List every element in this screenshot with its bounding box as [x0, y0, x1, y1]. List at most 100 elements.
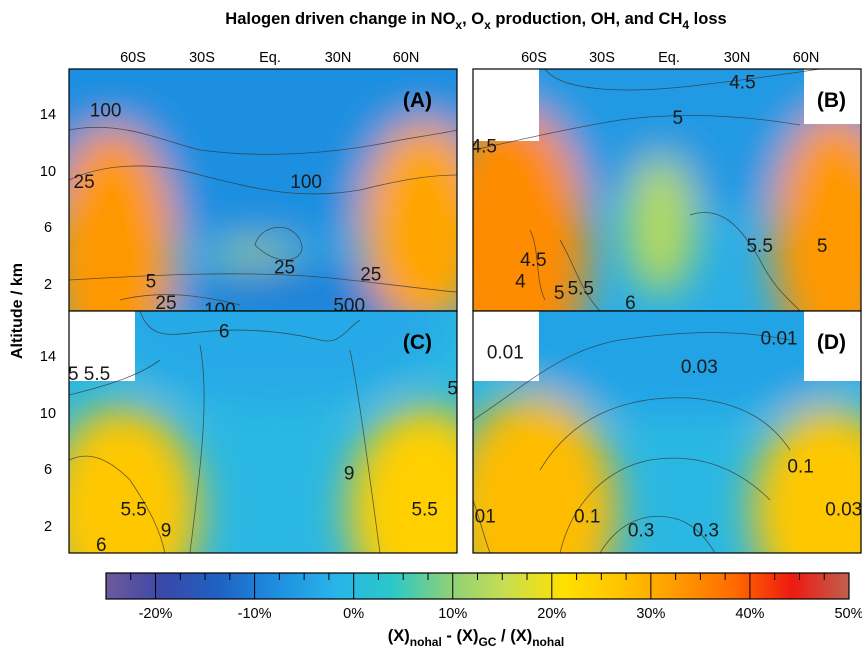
chart-title: Halogen driven change in NOx, Ox product…	[225, 10, 726, 32]
x-tick-label: Eq.	[259, 50, 281, 66]
y-tick-label: 10	[40, 164, 56, 180]
colorbar: -20% -10% 0% 10% 20% 30% 40% 50% (X)nohal - (X)…	[105, 572, 862, 649]
panel-label: (A)	[403, 89, 432, 112]
panel-d-missing-data	[473, 311, 539, 381]
colorbar-tick-label: -20%	[139, 606, 173, 622]
heatmap-blob	[69, 406, 200, 553]
panel-label: (B)	[817, 89, 846, 112]
contour-label: 25	[74, 172, 95, 193]
contour-label: 0.03	[681, 357, 718, 378]
contour-label: 6	[96, 535, 107, 556]
contour-label: 0.3	[628, 521, 654, 542]
colorbar-tick-label: 20%	[537, 606, 566, 622]
x-tick-label: 60N	[793, 50, 820, 66]
heatmap-blob	[473, 395, 618, 553]
contour-label: 5.5	[746, 236, 772, 257]
contour-label: 5.5	[120, 499, 146, 520]
contour-label: 5.5	[84, 364, 110, 385]
x-tick-label: Eq.	[658, 50, 680, 66]
contour-label: 9	[344, 464, 355, 485]
x-tick-label: 60S	[120, 50, 146, 66]
y-tick-label: 6	[44, 462, 52, 478]
heatmap-blob	[500, 69, 861, 213]
contour-label: 4	[515, 272, 526, 293]
panel-c-contours	[69, 311, 381, 553]
colorbar-tick-label: -10%	[238, 606, 272, 622]
contour-label: 0.03	[825, 499, 862, 520]
panel-label: (C)	[403, 331, 432, 354]
contour-label: 25	[274, 257, 295, 278]
panel-b-missing-data	[804, 69, 861, 124]
heatmap-blob	[361, 121, 457, 311]
y-tick-label: 2	[44, 519, 52, 535]
contour-label: 0.01	[761, 328, 798, 349]
contour-label: 4.5	[520, 250, 546, 271]
heatmap-blob	[479, 311, 861, 415]
contour-label: 0.1	[787, 457, 813, 478]
x-tick-label: 60S	[521, 50, 547, 66]
y-tick-labels-bottom: 2 6 10 14	[40, 349, 56, 535]
colorbar-tick-label: 30%	[636, 606, 665, 622]
x-tick-label: 30N	[724, 50, 751, 66]
heatmap-blob	[625, 156, 696, 295]
contour-label: 4.5	[471, 136, 497, 157]
colorbar-tick-label: 40%	[735, 606, 764, 622]
contour-label: 25	[360, 264, 381, 285]
colorbar-tick-label: 10%	[438, 606, 467, 622]
contour-label: 5.5	[411, 499, 437, 520]
panel-c-frame	[68, 310, 458, 554]
heatmap-blob	[751, 406, 861, 553]
x-tick-labels-left: 60S 30S Eq. 30N 60N	[120, 50, 419, 66]
contour-label: 5	[68, 364, 79, 385]
contour-label: 0.01	[487, 343, 524, 364]
heatmap-blob	[69, 127, 175, 311]
colorbar-label: (X)nohal - (X)GC / (X)nohal	[388, 627, 564, 649]
x-tick-label: 30S	[189, 50, 215, 66]
contour-label: 5	[672, 108, 683, 129]
x-tick-labels-right: 60S 30S Eq. 30N 60N	[521, 50, 819, 66]
heatmap-blob	[99, 311, 449, 404]
panel-b-missing-data	[473, 69, 539, 141]
contour-label: 100	[290, 172, 322, 193]
contour-label: 500	[333, 296, 365, 317]
heatmap-blob	[473, 108, 589, 311]
contour-label: 6	[625, 293, 636, 314]
contour-label: 5.5	[568, 279, 594, 300]
contour-label: 0.1	[574, 506, 600, 527]
panel-d-missing-data	[804, 311, 861, 381]
panel-label: (D)	[817, 331, 846, 354]
contour-label: 25	[155, 293, 176, 314]
y-tick-label: 6	[44, 220, 52, 236]
contour-label: 100	[90, 101, 122, 122]
y-axis-label: Altitude / km	[9, 263, 26, 359]
x-tick-label: 30N	[325, 50, 352, 66]
panel-a-contours	[69, 126, 457, 306]
x-tick-label: 60N	[393, 50, 420, 66]
y-tick-label: 14	[40, 349, 56, 365]
y-tick-label: 2	[44, 277, 52, 293]
panel-b-contours	[473, 69, 821, 311]
contour-label: 0.01	[459, 506, 496, 527]
contour-label: 5	[146, 272, 157, 293]
y-tick-label: 10	[40, 406, 56, 422]
contour-label: 6	[219, 321, 230, 342]
panel-d-frame	[472, 310, 862, 554]
y-tick-labels-top: 2 6 10 14	[40, 107, 56, 293]
colorbar-tick-label: 0%	[343, 606, 364, 622]
contour-label: 9	[161, 521, 172, 542]
heatmap-blob	[772, 113, 861, 311]
contour-label: 100	[204, 300, 236, 321]
y-tick-label: 14	[40, 107, 56, 123]
colorbar-frame	[105, 572, 850, 600]
colorbar-tick-label: 50%	[834, 606, 862, 622]
contour-label: 5	[817, 236, 828, 257]
panel-d-contours	[473, 332, 791, 553]
panel-b: 4.554.54.545 5.55.5 56 (B)	[471, 68, 862, 314]
panel-c-missing-data	[69, 311, 135, 381]
contour-label: 5	[447, 378, 458, 399]
contour-label: 5	[554, 283, 565, 304]
contour-label: 4.5	[729, 72, 755, 93]
